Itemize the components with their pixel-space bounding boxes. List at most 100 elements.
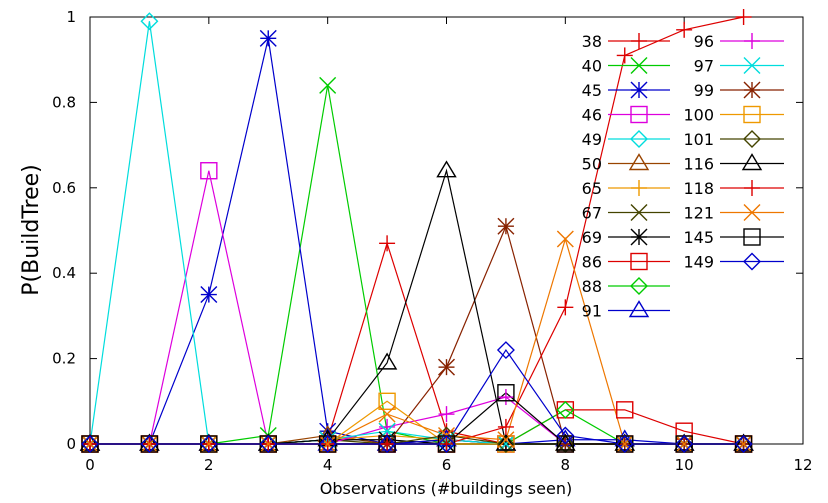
legend-swatch-marker — [743, 228, 761, 246]
data-point-49 — [140, 12, 159, 31]
data-point-149 — [615, 435, 634, 453]
y-tick-label: 1 — [66, 8, 76, 26]
legend-label: 49 — [582, 130, 602, 149]
data-point-116 — [614, 433, 635, 451]
data-point-46 — [200, 162, 218, 180]
data-point-38 — [379, 235, 396, 252]
legend-swatch-marker — [630, 81, 648, 99]
data-point-86 — [616, 401, 634, 419]
legend-swatch-marker — [631, 33, 647, 49]
data-point-121 — [675, 435, 693, 453]
legend-swatch-marker — [743, 130, 761, 148]
data-point-149 — [378, 435, 397, 453]
legend-swatch-marker — [743, 252, 761, 271]
legend-label: 91 — [582, 302, 602, 321]
legend-swatch-marker — [744, 180, 760, 196]
data-point-45 — [259, 29, 277, 47]
legend-swatch-marker — [743, 81, 761, 99]
legend-label: 99 — [694, 81, 714, 100]
x-tick-label: 4 — [323, 456, 333, 474]
x-tick-label: 12 — [793, 456, 812, 474]
data-point-118 — [616, 47, 633, 64]
legend-label: 69 — [582, 228, 602, 247]
data-point-116 — [436, 160, 457, 178]
data-point-101 — [496, 435, 515, 453]
y-tick-label: 0.8 — [52, 93, 76, 111]
data-point-118 — [676, 21, 693, 38]
legend-label: 88 — [582, 277, 602, 296]
legend-swatch-marker — [628, 300, 650, 318]
legend-label: 101 — [683, 130, 714, 149]
legend-swatch-marker — [743, 57, 761, 74]
series-line-149 — [90, 348, 744, 445]
legend-swatch-marker — [630, 57, 648, 74]
series-lines — [89, 16, 744, 445]
legend-swatch-marker — [743, 204, 761, 221]
legend-swatch-marker — [744, 33, 760, 49]
data-point-116 — [555, 433, 576, 451]
legend-label: 97 — [694, 57, 714, 76]
legend-swatch-marker — [630, 228, 648, 246]
legend-label: 65 — [582, 179, 602, 198]
legend-swatch-marker — [630, 130, 648, 148]
data-point-149 — [140, 435, 159, 453]
x-axis-label: Observations (#buildings seen) — [320, 479, 572, 498]
data-point-118 — [379, 436, 396, 452]
data-point-149 — [675, 435, 694, 453]
data-point-149 — [556, 426, 575, 445]
legend-swatch-marker — [628, 153, 650, 171]
y-tick-label: 0.4 — [52, 264, 76, 282]
legend-label: 40 — [582, 57, 602, 76]
legend-swatch-marker — [630, 204, 648, 221]
data-point-149 — [734, 435, 753, 453]
data-point-116 — [376, 352, 398, 370]
data-point-100 — [378, 392, 396, 410]
data-point-121 — [81, 435, 99, 453]
data-point-149 — [259, 435, 278, 453]
data-point-118 — [557, 299, 574, 316]
data-point-149 — [496, 341, 515, 360]
legend-swatch-marker — [743, 105, 761, 124]
legend: 38 40 45 46 49 50 65 67 69 86 88 91 96 97 99 100 101 116 1… — [582, 32, 784, 321]
data-point-116 — [495, 433, 517, 451]
data-point-99 — [438, 358, 455, 376]
legend-label: 45 — [582, 81, 602, 100]
data-point-96 — [438, 406, 455, 423]
data-point-121 — [200, 435, 218, 453]
data-point-118 — [497, 418, 514, 435]
data-point-121 — [259, 435, 277, 453]
data-point-118 — [438, 436, 455, 452]
legend-swatch-marker — [631, 180, 647, 196]
legend-label: 121 — [683, 204, 714, 223]
legend-swatch-marker — [630, 277, 648, 295]
data-point-45 — [200, 286, 218, 304]
data-point-149 — [437, 435, 456, 453]
data-point-121 — [319, 435, 337, 453]
x-tick-label: 0 — [85, 456, 95, 474]
data-point-121 — [735, 435, 753, 453]
data-point-121 — [378, 405, 396, 423]
legend-label: 100 — [683, 106, 714, 125]
legend-label: 38 — [582, 32, 602, 51]
data-point-121 — [616, 435, 634, 453]
data-point-121 — [140, 435, 158, 453]
y-tick-label: 0.2 — [52, 350, 76, 368]
y-axis-label: P(BuildTree) — [19, 164, 44, 296]
legend-swatch-marker — [630, 252, 648, 271]
data-point-145 — [556, 435, 575, 453]
x-tick-label: 2 — [204, 456, 214, 474]
data-point-99 — [497, 217, 515, 235]
data-point-149 — [81, 435, 99, 453]
legend-label: 118 — [683, 179, 714, 198]
data-point-88 — [556, 400, 575, 419]
legend-label: 149 — [683, 253, 714, 272]
data-point-149 — [199, 435, 218, 453]
data-point-116 — [733, 433, 754, 451]
y-tick-label: 0.6 — [52, 179, 76, 197]
data-point-116 — [673, 433, 695, 451]
data-point-96 — [379, 418, 396, 435]
data-point-145 — [497, 384, 515, 402]
